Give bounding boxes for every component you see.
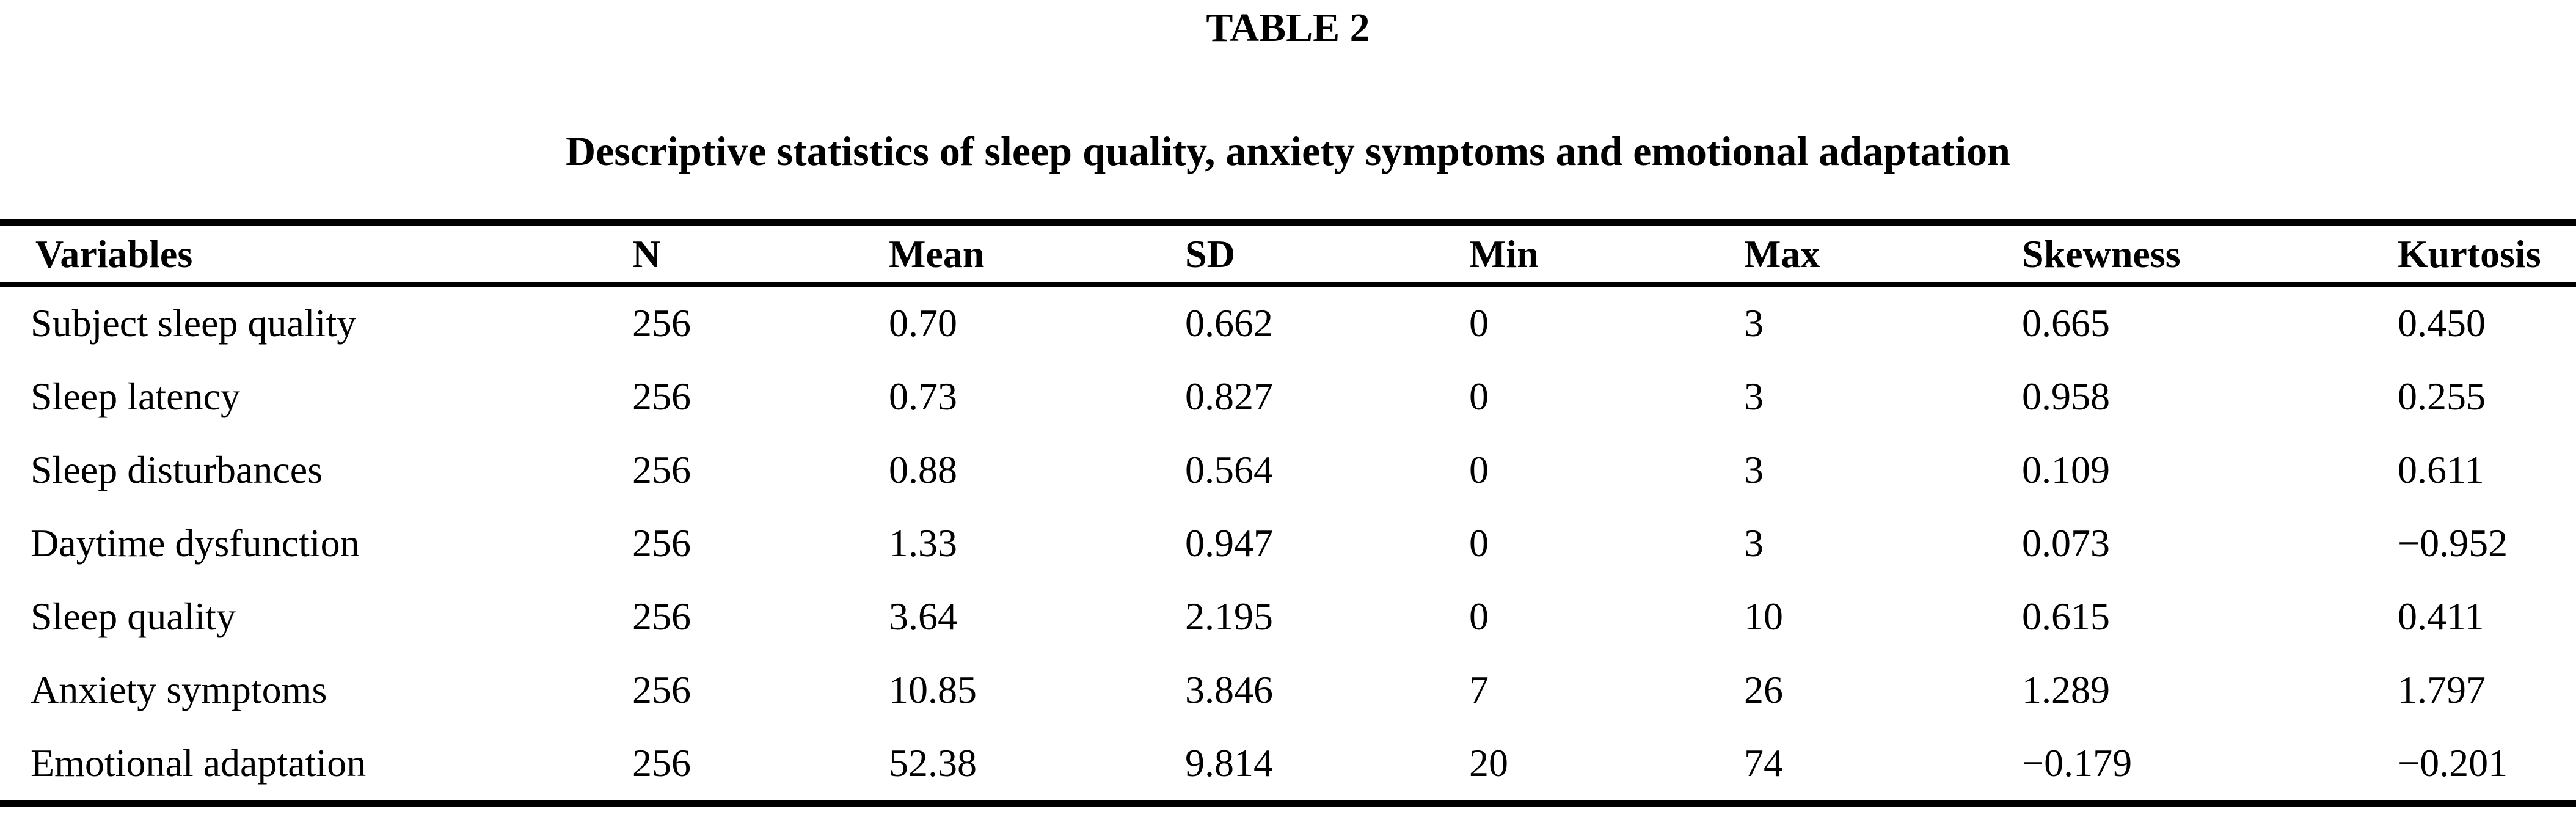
row-label: Sleep latency [31, 375, 240, 418]
table-number-label: TABLE 2 [1206, 6, 1370, 50]
table-cell: 256 [632, 375, 691, 418]
table-cell: 0 [1469, 375, 1489, 418]
table-cell: 0.88 [889, 448, 957, 491]
table-cell: 1.33 [889, 521, 957, 565]
table-cell: 0.665 [2022, 301, 2110, 345]
table-cell: 1.797 [2398, 668, 2486, 711]
table-cell: 256 [632, 521, 691, 565]
table-cell: 52.38 [889, 741, 977, 785]
table-cell: 0 [1469, 595, 1489, 638]
table-cell: −0.952 [2398, 521, 2508, 565]
table-cell: 1.289 [2022, 668, 2110, 711]
row-label: Sleep quality [31, 595, 236, 638]
table-cell: 3.64 [889, 595, 957, 638]
table-cell: 0.662 [1185, 301, 1273, 345]
table-row: Subject sleep quality 256 0.70 0.662 0 3… [0, 285, 2576, 361]
table-cell: 0.450 [2398, 301, 2486, 345]
table-row: Sleep latency 256 0.73 0.827 0 3 0.958 0… [0, 360, 2576, 433]
table-cell: 0.70 [889, 301, 957, 345]
table-cell: 256 [632, 301, 691, 345]
table-cell: 9.814 [1185, 741, 1273, 785]
table-cell: 3 [1744, 375, 1764, 418]
column-header-kurtosis: Kurtosis [2398, 232, 2541, 276]
table-cell: 256 [632, 595, 691, 638]
table-cell: 0 [1469, 521, 1489, 565]
table-cell: 0 [1469, 301, 1489, 345]
header-row: Variables N Mean SD Min Max Skewness Kur… [0, 222, 2576, 285]
table-row: Sleep disturbances 256 0.88 0.564 0 3 0.… [0, 433, 2576, 507]
table-cell: −0.179 [2022, 741, 2133, 785]
table-cell: 0 [1469, 448, 1489, 491]
table-cell: 0.611 [2398, 448, 2484, 491]
table-cell: 0.947 [1185, 521, 1273, 565]
table-cell: 10 [1744, 595, 1783, 638]
table-cell: 0.073 [2022, 521, 2110, 565]
table-cell: 3 [1744, 301, 1764, 345]
table-cell: 26 [1744, 668, 1783, 711]
table-cell: 7 [1469, 668, 1489, 711]
table-cell: 256 [632, 668, 691, 711]
table-cell: 0.564 [1185, 448, 1273, 491]
table-cell: 0.73 [889, 375, 957, 418]
column-header-mean: Mean [889, 232, 985, 276]
descriptive-statistics-table: Variables N Mean SD Min Max Skewness Kur… [0, 219, 2576, 807]
table-cell: 20 [1469, 741, 1508, 785]
table-cell: 0.255 [2398, 375, 2486, 418]
column-header-max: Max [1744, 232, 1820, 276]
table-cell: 0.615 [2022, 595, 2110, 638]
column-header-sd: SD [1185, 232, 1235, 276]
column-header-skewness: Skewness [2022, 232, 2181, 276]
table-cell: 74 [1744, 741, 1783, 785]
table-cell: 2.195 [1185, 595, 1273, 638]
table-cell: 10.85 [889, 668, 977, 711]
table-cell: 3 [1744, 448, 1764, 491]
table-row: Daytime dysfunction 256 1.33 0.947 0 3 0… [0, 507, 2576, 580]
row-label: Sleep disturbances [31, 448, 323, 491]
row-label: Daytime dysfunction [31, 521, 360, 565]
table-cell: 256 [632, 448, 691, 491]
table-title: Descriptive statistics of sleep quality,… [566, 128, 2010, 174]
table-cell: −0.201 [2398, 741, 2508, 785]
column-header-min: Min [1469, 232, 1539, 276]
table-cell: 0.958 [2022, 375, 2110, 418]
table-row: Sleep quality 256 3.64 2.195 0 10 0.615 … [0, 580, 2576, 653]
table-cell: 256 [632, 741, 691, 785]
table-row: Anxiety symptoms 256 10.85 3.846 7 26 1.… [0, 653, 2576, 727]
table-row: Emotional adaptation 256 52.38 9.814 20 … [0, 727, 2576, 804]
table-cell: 0.827 [1185, 375, 1273, 418]
table-cell: 3 [1744, 521, 1764, 565]
column-header-variables: Variables [35, 232, 193, 276]
table-cell: 0.411 [2398, 595, 2484, 638]
table-cell: 3.846 [1185, 668, 1273, 711]
row-label: Anxiety symptoms [31, 668, 327, 711]
table-cell: 0.109 [2022, 448, 2110, 491]
row-label: Emotional adaptation [31, 741, 367, 785]
column-header-n: N [632, 232, 661, 276]
row-label: Subject sleep quality [31, 301, 357, 345]
